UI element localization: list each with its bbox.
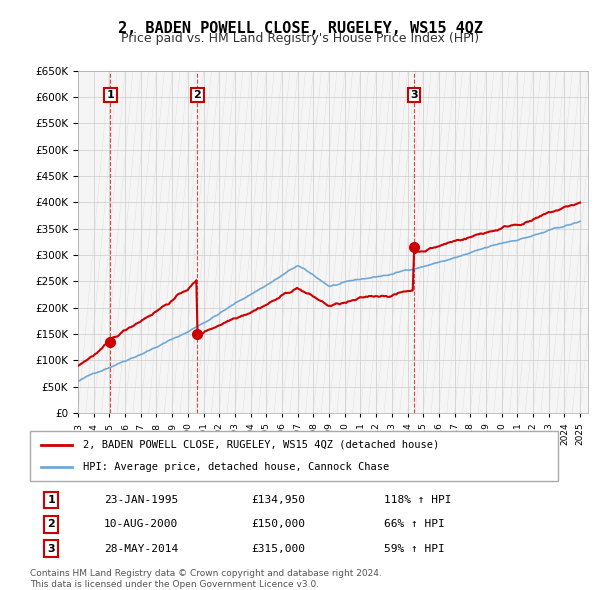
Text: 2, BADEN POWELL CLOSE, RUGELEY, WS15 4QZ (detached house): 2, BADEN POWELL CLOSE, RUGELEY, WS15 4QZ… <box>83 440 439 450</box>
Text: HPI: Average price, detached house, Cannock Chase: HPI: Average price, detached house, Cann… <box>83 462 389 472</box>
Text: 66% ↑ HPI: 66% ↑ HPI <box>384 519 445 529</box>
Text: 2: 2 <box>47 519 55 529</box>
Text: 1: 1 <box>107 90 115 100</box>
Text: 3: 3 <box>47 544 55 553</box>
Text: 10-AUG-2000: 10-AUG-2000 <box>104 519 178 529</box>
FancyBboxPatch shape <box>30 431 558 481</box>
Text: 2, BADEN POWELL CLOSE, RUGELEY, WS15 4QZ: 2, BADEN POWELL CLOSE, RUGELEY, WS15 4QZ <box>118 21 482 35</box>
Text: Contains HM Land Registry data © Crown copyright and database right 2024.
This d: Contains HM Land Registry data © Crown c… <box>30 569 382 589</box>
Text: Price paid vs. HM Land Registry's House Price Index (HPI): Price paid vs. HM Land Registry's House … <box>121 32 479 45</box>
Text: £134,950: £134,950 <box>252 495 306 505</box>
Text: 3: 3 <box>410 90 418 100</box>
Text: 59% ↑ HPI: 59% ↑ HPI <box>384 544 445 553</box>
Text: 118% ↑ HPI: 118% ↑ HPI <box>384 495 451 505</box>
Text: £315,000: £315,000 <box>252 544 306 553</box>
Text: 2: 2 <box>194 90 201 100</box>
Text: £150,000: £150,000 <box>252 519 306 529</box>
Text: 1: 1 <box>47 495 55 505</box>
Text: 28-MAY-2014: 28-MAY-2014 <box>104 544 178 553</box>
Text: 23-JAN-1995: 23-JAN-1995 <box>104 495 178 505</box>
